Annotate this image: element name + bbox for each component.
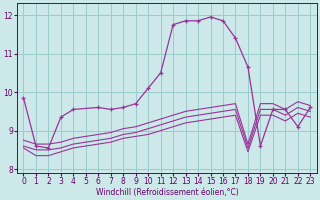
X-axis label: Windchill (Refroidissement éolien,°C): Windchill (Refroidissement éolien,°C): [96, 188, 238, 197]
